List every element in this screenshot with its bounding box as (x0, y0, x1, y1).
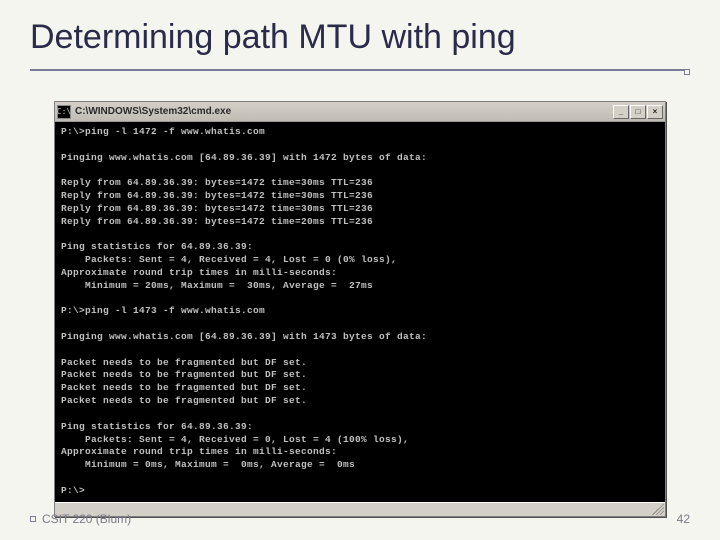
window-title: C:\WINDOWS\System32\cmd.exe (75, 106, 613, 117)
slide-footer: CSIT 220 (Blum) 42 (30, 512, 690, 526)
title-underline (30, 69, 690, 75)
underline-endcap (684, 69, 690, 75)
slide-title: Determining path MTU with ping (30, 18, 690, 57)
slide-number: 42 (677, 512, 690, 526)
window-titlebar[interactable]: C:\ C:\WINDOWS\System32\cmd.exe _ □ × (55, 102, 665, 122)
terminal-output[interactable]: P:\>ping -l 1472 -f www.whatis.com Pingi… (55, 122, 665, 502)
maximize-button[interactable]: □ (630, 105, 646, 119)
course-label: CSIT 220 (Blum) (42, 512, 131, 526)
footer-bullet-icon (30, 516, 36, 522)
close-button[interactable]: × (647, 105, 663, 119)
slide-title-area: Determining path MTU with ping (0, 0, 720, 65)
window-buttons: _ □ × (613, 105, 663, 119)
minimize-button[interactable]: _ (613, 105, 629, 119)
footer-left: CSIT 220 (Blum) (30, 512, 131, 526)
cmd-icon: C:\ (57, 105, 71, 119)
underline-rule (30, 69, 690, 71)
cmd-window: C:\ C:\WINDOWS\System32\cmd.exe _ □ × P:… (54, 101, 666, 517)
